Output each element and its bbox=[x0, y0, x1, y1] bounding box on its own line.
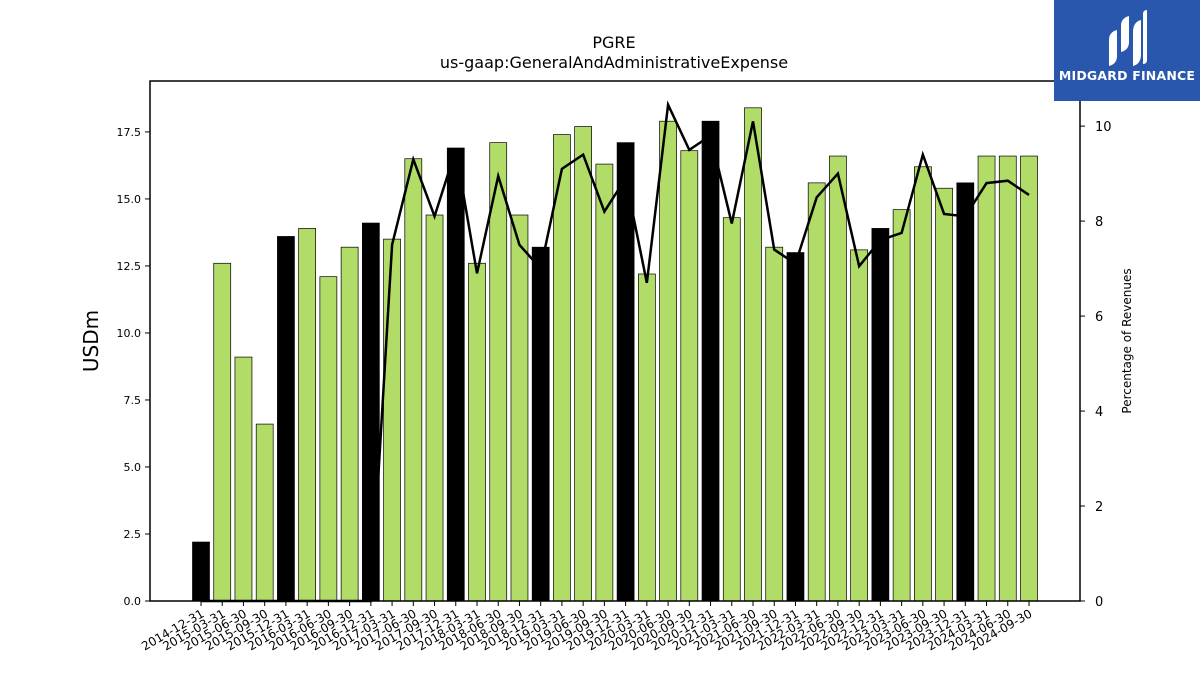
bar-2024-06-30 bbox=[998, 155, 1017, 602]
bar-2023-12-31 bbox=[956, 182, 975, 602]
chart-subtitle: us-gaap:GeneralAndAdministrativeExpense bbox=[440, 53, 788, 72]
bar-2017-06-30 bbox=[404, 158, 423, 602]
bar-2016-12-31 bbox=[362, 222, 380, 602]
bar-2022-12-31 bbox=[871, 228, 890, 602]
bar-2024-03-31 bbox=[977, 155, 996, 602]
plot-frame bbox=[149, 80, 1081, 602]
y2-tick-label: 10 bbox=[1095, 120, 1112, 135]
x-axis-ticks: 2014-12-312015-03-312015-06-302015-09-30… bbox=[139, 601, 1035, 653]
bar-2017-09-30 bbox=[425, 214, 444, 602]
bar-2018-12-31 bbox=[531, 246, 550, 602]
bar-2019-09-30 bbox=[595, 163, 614, 602]
bar-2022-06-30 bbox=[829, 155, 847, 602]
y-tick-label: 5.0 bbox=[124, 461, 142, 474]
y-tick-label: 17.5 bbox=[117, 126, 142, 139]
bar-2023-03-31 bbox=[892, 209, 911, 602]
y-tick-label: 2.5 bbox=[124, 528, 142, 541]
bar-2018-03-31 bbox=[468, 262, 486, 602]
bar-2024-09-30 bbox=[1020, 155, 1038, 602]
y2-tick-label: 4 bbox=[1095, 405, 1103, 420]
brand-name: MIDGARD FINANCE bbox=[1058, 68, 1196, 83]
bar-2023-06-30 bbox=[913, 166, 932, 602]
bar-2023-09-30 bbox=[935, 187, 953, 602]
bar-2020-06-30 bbox=[659, 120, 677, 602]
bar-2020-03-31 bbox=[637, 273, 656, 602]
y-tick-label: 0.0 bbox=[124, 595, 142, 608]
bar-2022-09-30 bbox=[850, 249, 869, 602]
y2-axis-label: Percentage of Revenues bbox=[1120, 268, 1134, 413]
bar-2016-06-30 bbox=[319, 276, 338, 602]
bar-2018-09-30 bbox=[510, 214, 529, 602]
y2-axis-ticks: 0 2 4 6 8 10 bbox=[1080, 120, 1112, 610]
bar-2017-03-31 bbox=[383, 238, 401, 602]
bar-2015-06-30 bbox=[234, 356, 253, 602]
bar-2020-12-31 bbox=[701, 120, 720, 602]
bar-2021-03-31 bbox=[722, 217, 741, 602]
y-tick-label: 15.0 bbox=[117, 193, 142, 206]
y-axis-label: USDm bbox=[79, 310, 103, 372]
y-tick-label: 10.0 bbox=[117, 327, 142, 340]
y2-tick-label: 6 bbox=[1095, 310, 1103, 325]
bar-2015-03-31 bbox=[213, 262, 232, 602]
bar-2015-09-30 bbox=[255, 423, 274, 602]
bar-2021-09-30 bbox=[765, 246, 784, 602]
y-axis-ticks: 0.0 2.5 5.0 7.5 10.0 12.5 15.0 17.5 bbox=[117, 126, 150, 608]
bar-2018-06-30 bbox=[489, 142, 508, 602]
y2-tick-label: 0 bbox=[1095, 595, 1103, 610]
y2-tick-label: 2 bbox=[1095, 500, 1103, 515]
brand-logo: MIDGARD FINANCE bbox=[1054, 0, 1200, 101]
chart-title: PGRE bbox=[592, 33, 635, 52]
bar-2016-03-31 bbox=[298, 228, 316, 602]
bar-2019-03-31 bbox=[553, 134, 571, 602]
bar-2014-12-31 bbox=[192, 541, 210, 602]
bar-2021-06-30 bbox=[744, 107, 762, 602]
bar-2022-03-31 bbox=[807, 182, 826, 602]
bar-2020-09-30 bbox=[680, 150, 699, 602]
bar-2019-06-30 bbox=[574, 126, 593, 602]
bar-2017-12-31 bbox=[446, 147, 465, 602]
bar-2015-12-31 bbox=[277, 236, 295, 602]
bar-2016-09-30 bbox=[340, 246, 359, 602]
y2-tick-label: 8 bbox=[1095, 215, 1103, 230]
y-tick-label: 12.5 bbox=[117, 260, 142, 273]
midgard-logo-icon bbox=[1109, 10, 1147, 66]
bars-group bbox=[192, 107, 1038, 602]
y-tick-label: 7.5 bbox=[124, 394, 142, 407]
bar-2021-12-31 bbox=[786, 252, 805, 602]
